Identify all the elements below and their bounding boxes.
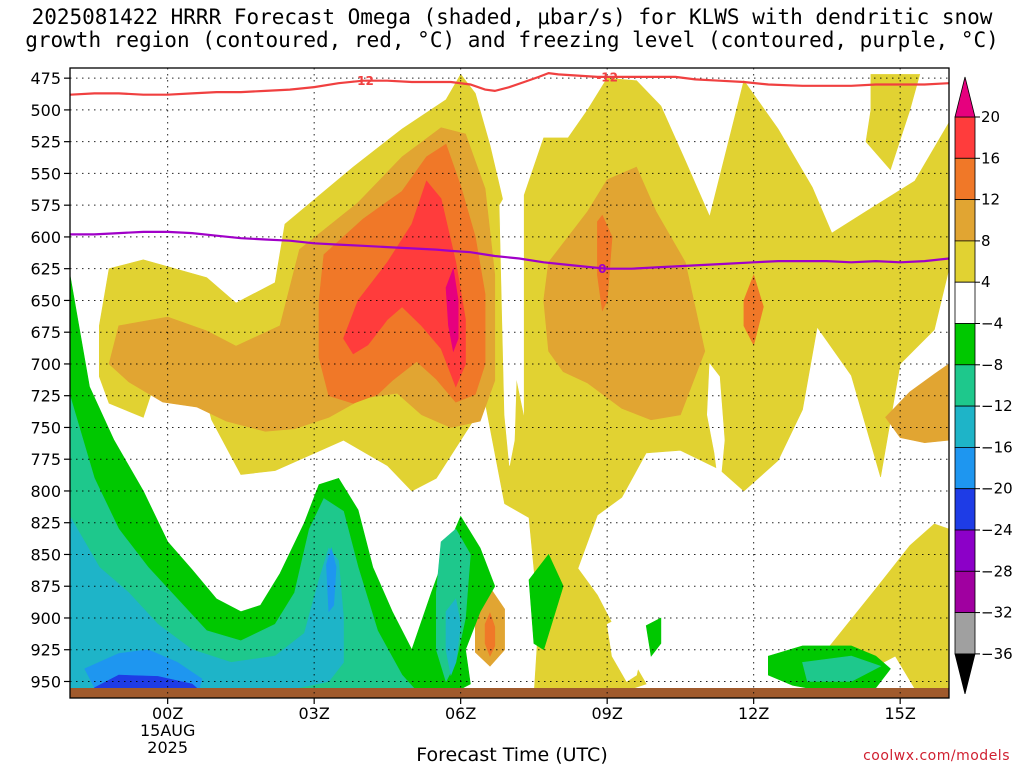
y-tick-label: 675 [30, 323, 61, 342]
colorbar-label: −20 [981, 480, 1013, 498]
y-tick-label: 575 [30, 196, 61, 215]
omega-region-27 [706, 363, 725, 492]
credit-link[interactable]: coolwx.com/models [863, 748, 1010, 764]
colorbar-swatch [954, 529, 976, 572]
colorbar-swatch [954, 405, 976, 448]
x-tick-label: 06Z [445, 704, 476, 723]
colorbar-top-arrow [954, 76, 976, 118]
x-tick-date: 15AUG [140, 721, 195, 740]
colorbar-label: 12 [981, 191, 1000, 209]
colorbar-label: −16 [981, 438, 1013, 456]
omega-region-14 [528, 553, 564, 651]
omega-region-11 [343, 180, 466, 388]
omega-region-8 [597, 214, 613, 312]
dgz-contour-label: -12 [352, 74, 374, 88]
omega-region-4 [543, 166, 706, 421]
grid-lines [70, 68, 949, 698]
y-tick-label: 725 [30, 387, 61, 406]
dgz-contour-label: -12 [596, 70, 618, 84]
colorbar-bottom-arrow [954, 653, 976, 694]
x-tick-label: 03Z [299, 704, 330, 723]
y-tick-label: 825 [30, 514, 61, 533]
colorbar-label: 20 [981, 108, 1000, 126]
y-tick-label: 475 [30, 69, 61, 88]
y-tick-label: 925 [30, 641, 61, 660]
x-tick-year: 2025 [147, 738, 188, 757]
colorbar-label: −36 [981, 645, 1013, 663]
colorbar-swatch [954, 612, 976, 655]
y-tick-label: 900 [30, 609, 61, 628]
omega-region-28 [606, 611, 647, 682]
colorbar-label: −4 [981, 315, 1003, 333]
colorbar-label: −24 [981, 521, 1013, 539]
colorbar-swatch [954, 281, 976, 324]
colorbar-label: −32 [981, 604, 1013, 622]
y-tick-label: 850 [30, 545, 61, 564]
x-axis-label: Forecast Time (UTC) [416, 744, 608, 766]
colorbar-swatch [954, 446, 976, 490]
y-tick-label: 550 [30, 164, 61, 183]
chart-title: 2025081422 HRRR Forecast Omega (shaded, … [0, 6, 1024, 52]
y-tick-label: 950 [30, 672, 61, 691]
y-tick-label: 625 [30, 260, 61, 279]
colorbar-label: −12 [981, 397, 1013, 415]
y-tick-label: 800 [30, 482, 61, 501]
omega-shading [70, 73, 949, 698]
x-tick-label: 09Z [592, 704, 623, 723]
y-tick-label: 525 [30, 133, 61, 152]
colorbar-swatch [954, 364, 976, 407]
y-tick-label: 500 [30, 101, 61, 120]
x-tick-label: 15Z [885, 704, 916, 723]
y-tick-label: 600 [30, 228, 61, 247]
colorbar-swatch [954, 199, 976, 242]
omega-region-15 [645, 617, 662, 657]
omega-region-9 [743, 274, 764, 346]
colorbar-swatch [954, 323, 976, 366]
colorbar-swatch [954, 570, 976, 613]
colorbar: 20 16 12 8 4 −4 −8 −12 −16 −20 −24 −28 −32 −36 [954, 76, 1013, 694]
y-tick-label: 650 [30, 291, 61, 310]
omega-region-10 [484, 612, 496, 657]
freezing-contour-label: 0 [598, 262, 606, 276]
omega-region-5 [885, 363, 949, 444]
omega-region-20 [802, 655, 882, 682]
y-axis: 475 500 525 550 575 600 625 650 675 700 725 750 775 8… [30, 69, 70, 691]
plot-frame [69, 67, 950, 699]
colorbar-swatch [954, 157, 976, 201]
colorbar-swatch [954, 116, 976, 159]
colorbar-label: 4 [981, 273, 991, 291]
omega-region-1 [865, 74, 921, 171]
terrain-strip [70, 688, 949, 698]
colorbar-label: 8 [981, 232, 991, 250]
colorbar-label: −28 [981, 562, 1013, 580]
omega-region-13 [70, 274, 496, 698]
x-tick-label: 00Z [152, 704, 183, 723]
freezing-contour-line [70, 230, 949, 270]
omega-region-22 [445, 598, 462, 677]
x-tick-label: 12Z [738, 704, 769, 723]
y-tick-label: 775 [30, 450, 61, 469]
y-tick-label: 750 [30, 418, 61, 437]
omega-region-0 [99, 73, 949, 698]
chart-title-line2: growth region (contoured, red, °C) and f… [25, 28, 999, 52]
colorbar-swatch [954, 240, 976, 283]
omega-region-12 [445, 267, 459, 353]
colorbar-swatch [954, 488, 976, 531]
chart-title-line1: 2025081422 HRRR Forecast Omega (shaded, … [31, 5, 993, 29]
y-tick-label: 700 [30, 355, 61, 374]
colorbar-label: 16 [981, 149, 1000, 167]
omega-region-26 [499, 191, 518, 466]
y-tick-label: 875 [30, 577, 61, 596]
dgz-contour-line [70, 71, 949, 96]
contour-lines: -12 -12 0 [70, 70, 949, 276]
colorbar-label: −8 [981, 356, 1003, 374]
